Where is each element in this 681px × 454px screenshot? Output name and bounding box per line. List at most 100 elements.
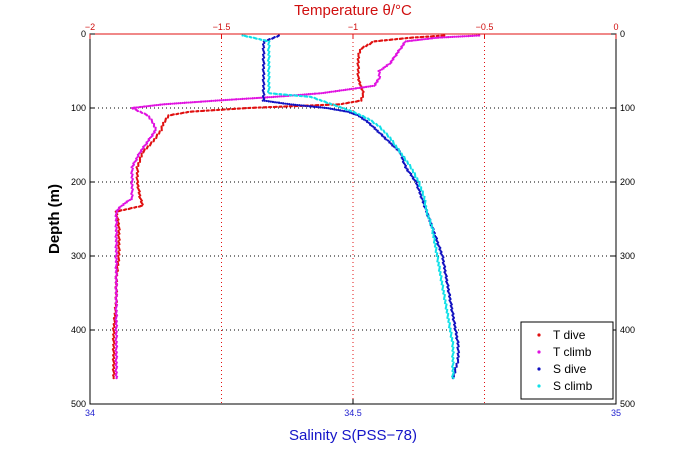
data-point [378,75,382,79]
data-point [161,103,164,106]
data-point [300,104,303,107]
data-point [263,41,266,44]
data-point [385,138,388,141]
data-point [222,99,225,102]
data-point [350,87,353,90]
data-point [239,97,242,101]
data-point [455,35,458,38]
data-point [452,351,455,354]
data-point [263,72,266,76]
temperature-tick-label: −0.5 [476,22,494,32]
data-point [179,112,182,115]
data-point [263,93,266,96]
data-point [262,56,266,59]
data-point [157,103,160,107]
data-point [272,95,275,98]
data-point [435,34,438,38]
data-point [175,102,178,105]
data-point [370,119,373,122]
data-point [115,288,118,292]
data-point [385,64,388,67]
data-point [352,87,355,90]
data-point [427,214,430,217]
data-point [262,46,266,49]
data-point [340,89,343,92]
data-point [113,342,116,345]
data-point [315,92,319,95]
data-point [118,259,121,262]
data-point [424,199,427,202]
data-point [307,93,310,96]
data-point [117,263,120,266]
data-point [400,152,403,155]
data-point [361,86,364,89]
data-point [133,206,136,209]
data-point [115,237,118,240]
data-point [346,88,349,91]
data-point [418,180,421,184]
data-point [418,38,422,41]
data-point [113,336,116,339]
data-point [268,86,271,89]
data-point [403,155,406,159]
bottom-axis-label: Salinity S(PSS−78) [289,427,417,444]
legend-marker [537,367,541,371]
data-point [344,110,348,113]
data-point [148,115,151,118]
data-point [288,105,291,108]
data-point [425,35,428,38]
data-point [443,36,446,39]
data-point [378,125,382,128]
data-point [369,123,372,126]
data-point [148,144,152,147]
data-point [150,118,153,121]
data-point [457,35,460,38]
data-point [397,147,400,151]
data-point [269,100,272,103]
data-point [339,109,342,112]
data-point [452,341,455,344]
data-point [275,101,279,104]
data-point [115,268,118,271]
data-point [288,93,291,97]
data-point [473,34,476,37]
data-point [313,105,316,108]
data-point [267,106,271,109]
data-point [292,103,295,106]
data-point [437,256,440,259]
salinity-tick-label: 35 [611,408,621,418]
data-point [187,101,190,104]
data-point [357,71,360,74]
data-point [388,38,391,42]
data-point [366,117,370,120]
data-point [404,37,407,40]
data-point [382,66,385,69]
data-point [160,129,163,132]
data-point [263,83,266,86]
data-point [136,174,139,178]
data-point [304,104,307,108]
data-point [185,111,188,114]
data-point [226,98,229,101]
data-point [159,103,162,106]
data-point [326,91,329,94]
legend-marker [537,350,541,354]
y-tick-label-right: 100 [620,103,635,113]
data-point [152,140,155,143]
y-tick-label-right: 400 [620,325,635,335]
data-point [131,177,134,181]
data-point [408,163,412,167]
data-point [175,113,178,116]
data-point [123,202,127,205]
data-point [452,371,455,374]
data-point [310,105,314,108]
data-point [343,110,346,113]
data-point [411,168,414,171]
data-point [338,89,341,92]
data-point [350,111,353,115]
data-point [115,262,119,265]
data-point [181,101,184,105]
data-point [394,38,397,41]
data-point [274,95,277,98]
